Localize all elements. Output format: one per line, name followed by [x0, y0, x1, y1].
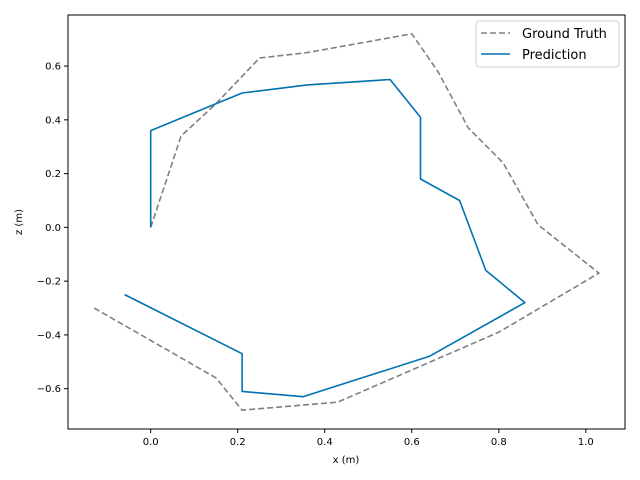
legend-label-ground-truth: Ground Truth [522, 27, 607, 42]
y-tick-label: −0.6 [37, 384, 61, 395]
y-tick-label: −0.2 [37, 277, 61, 288]
y-tick-label: 0.6 [45, 62, 61, 73]
x-tick-label: 0.0 [143, 437, 159, 448]
y-axis-ticks: −0.6 −0.4 −0.2 0.0 0.2 0.4 0.6 [37, 62, 68, 395]
x-tick-label: 1.0 [578, 437, 594, 448]
y-tick-label: −0.4 [37, 330, 61, 341]
plot-frame [67, 14, 626, 430]
x-tick-label: 0.4 [317, 437, 333, 448]
y-tick-label: 0.4 [45, 115, 61, 126]
legend-label-prediction: Prediction [522, 48, 587, 63]
x-axis-ticks: 0.0 0.2 0.4 0.6 0.8 1.0 [143, 429, 594, 448]
series-layer [93, 32, 600, 412]
x-tick-label: 0.6 [404, 437, 420, 448]
legend-box [475, 20, 620, 68]
series-line-ground-truth [93, 32, 600, 412]
x-tick-label: 0.8 [491, 437, 507, 448]
y-tick-label: 0.0 [45, 223, 61, 234]
series-line-prediction [124, 78, 526, 398]
x-axis-label: x (m) [333, 455, 360, 466]
y-axis-label: z (m) [14, 209, 25, 235]
y-tick-label: 0.2 [45, 169, 61, 180]
legend: Ground Truth Prediction [475, 20, 620, 68]
x-tick-label: 0.2 [230, 437, 246, 448]
